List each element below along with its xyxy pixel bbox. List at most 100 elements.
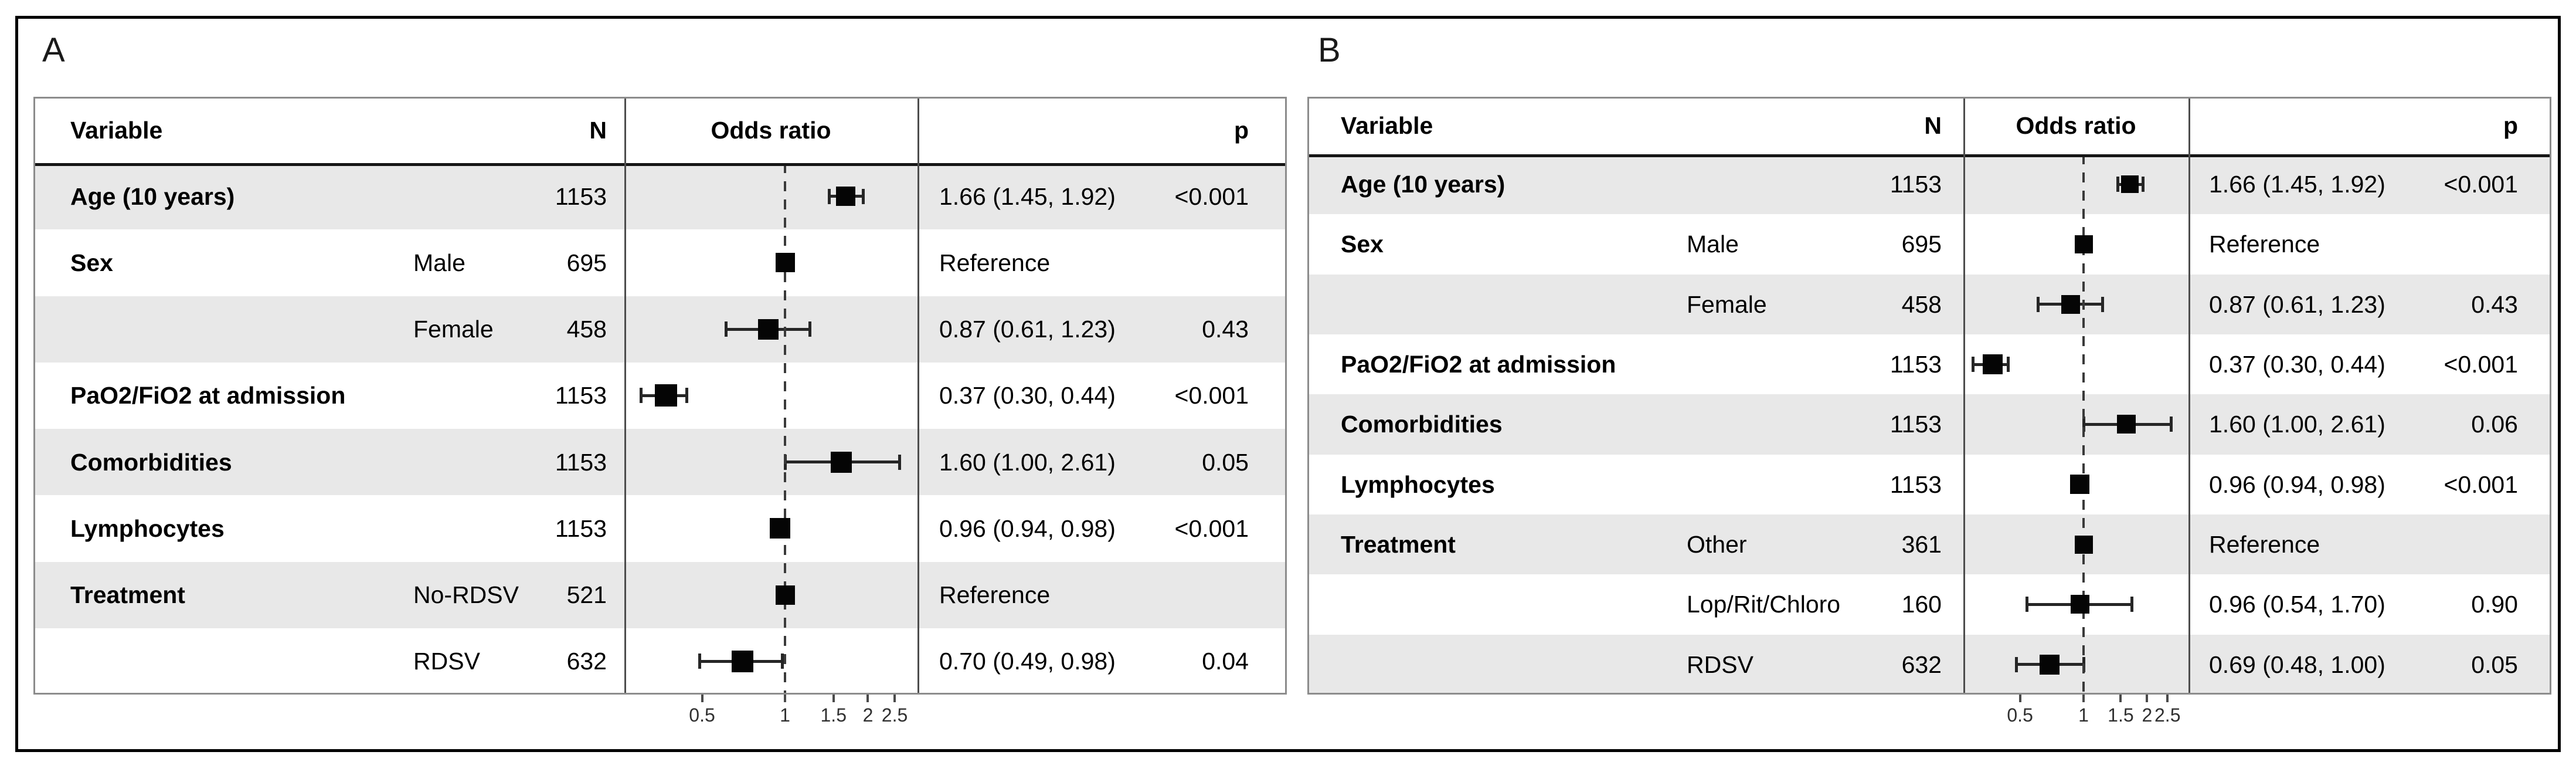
panel-b-n-value: 632 xyxy=(1901,651,1942,678)
panel-b-p-value: 0.90 xyxy=(2471,591,2518,618)
panel-a-level-label: Male xyxy=(413,249,465,276)
panel-b-variable-label: Lymphocytes xyxy=(1341,470,1495,498)
panel-b-odds-ratio-marker xyxy=(1982,354,2003,375)
panel-a-table-row xyxy=(35,628,1286,695)
panel-b-table-row xyxy=(1309,394,2550,455)
panel-a-axis-tick-label: 2 xyxy=(862,705,874,726)
panel-b-odds-ratio-marker xyxy=(2039,654,2060,675)
panel-a-odds-ratio-marker xyxy=(731,650,753,672)
panel-b-reference-dashed-line xyxy=(2082,154,2085,695)
panel-b-level-label: Male xyxy=(1687,231,1739,258)
panel-a-p-value: <0.001 xyxy=(1174,382,1249,409)
panel-a-p-value: 0.43 xyxy=(1202,316,1249,343)
panel-b-n-value: 695 xyxy=(1901,231,1942,258)
panel-a-odds-ratio-marker xyxy=(830,451,852,473)
panel-b-n-value: 458 xyxy=(1901,290,1942,318)
panel-a-axis-tick xyxy=(866,695,869,702)
panel-b-n-value: 1153 xyxy=(1889,470,1942,498)
panel-b-ci-cap-high xyxy=(2130,597,2134,612)
panel-b-label: B xyxy=(1318,31,1341,69)
panel-b-estimate-label: 0.37 (0.30, 0.44) xyxy=(2209,351,2385,378)
panel-b-variable-label: Age (10 years) xyxy=(1341,171,1506,198)
panel-a-variable-label: Comorbidities xyxy=(70,448,232,476)
panel-b-estimate-label: 0.69 (0.48, 1.00) xyxy=(2209,651,2385,678)
panel-a-axis-tick-label: 1 xyxy=(780,705,790,726)
panel-b-column-divider-1 xyxy=(1963,97,1965,695)
panel-a-label: A xyxy=(42,31,65,69)
panel-a-axis-tick xyxy=(893,695,896,702)
panel-b-column-divider-2 xyxy=(2188,97,2190,695)
panel-b-header-n: N xyxy=(1924,112,1942,139)
panel-b-estimate-label: 0.96 (0.94, 0.98) xyxy=(2209,470,2385,498)
panel-a-n-value: 521 xyxy=(566,581,607,609)
panel-b-estimate-label: 1.66 (1.45, 1.92) xyxy=(2209,171,2385,198)
panel-a-header-variable: Variable xyxy=(70,117,163,144)
panel-a-variable-label: Age (10 years) xyxy=(70,182,235,210)
panel-b-header-p: p xyxy=(2503,112,2518,139)
panel-a-estimate-label: 1.66 (1.45, 1.92) xyxy=(939,182,1116,210)
panel-a-estimate-label: Reference xyxy=(939,249,1051,276)
panel-a-variable-label: Treatment xyxy=(70,581,185,609)
panel-b-ci-cap-low xyxy=(1972,357,1975,373)
panel-a-column-divider-2 xyxy=(917,97,919,695)
panel-b-n-value: 160 xyxy=(1901,591,1942,618)
panel-a-ci-cap-low xyxy=(828,188,831,204)
panel-a-odds-ratio-marker xyxy=(758,319,779,340)
panel-b-p-value: 0.43 xyxy=(2471,290,2518,318)
panel-b-variable-label: Treatment xyxy=(1341,531,1456,558)
panel-a-variable-label: Lymphocytes xyxy=(70,514,225,542)
panel-a-n-value: 695 xyxy=(566,249,607,276)
panel-b-table-row xyxy=(1309,514,2550,575)
panel-b-variable-label: PaO2/FiO2 at admission xyxy=(1341,351,1616,378)
panel-a-n-value: 1153 xyxy=(555,448,607,476)
panel-b-n-value: 1153 xyxy=(1889,411,1942,438)
panel-b-odds-ratio-marker xyxy=(2061,294,2081,314)
panel-b-n-value: 1153 xyxy=(1889,351,1942,378)
panel-b-level-label: Lop/Rit/Chloro xyxy=(1687,591,1841,618)
panel-b-table-row xyxy=(1309,454,2550,514)
panel-b-estimate-label: 0.96 (0.54, 1.70) xyxy=(2209,591,2385,618)
panel-a-n-value: 458 xyxy=(566,316,607,343)
panel-b-variable-label: Sex xyxy=(1341,231,1384,258)
panel-a-n-value: 632 xyxy=(566,648,607,675)
panel-a-header-p: p xyxy=(1233,117,1249,144)
panel-a-axis-tick xyxy=(701,695,704,702)
panel-b-axis-tick xyxy=(2166,695,2169,702)
panel-b-p-value: 0.05 xyxy=(2471,651,2518,678)
panel-a-ci-cap-low xyxy=(698,654,701,669)
panel-a-table-row xyxy=(35,561,1286,628)
panel-b-table-row xyxy=(1309,634,2550,695)
panel-a-variable-label: PaO2/FiO2 at admission xyxy=(70,382,346,409)
panel-b-table-row xyxy=(1309,154,2550,215)
panel-b-p-value: <0.001 xyxy=(2444,351,2518,378)
panel-a-ci-cap-high xyxy=(685,388,688,404)
panel-a-table-row xyxy=(35,429,1286,496)
panel-a-axis-tick-label: 2.5 xyxy=(881,705,908,726)
panel-a-ci-cap-high xyxy=(781,654,784,669)
panel-a-table-row xyxy=(35,163,1286,230)
panel-a-estimate-label: 0.37 (0.30, 0.44) xyxy=(939,382,1116,409)
panel-b-p-value: <0.001 xyxy=(2444,171,2518,198)
panel-a-level-label: RDSV xyxy=(413,648,480,675)
panel-a-table-row xyxy=(35,229,1286,296)
panel-b-level-label: Other xyxy=(1687,531,1747,558)
panel-b-odds-ratio-marker xyxy=(2070,595,2089,614)
panel-a-p-value: <0.001 xyxy=(1174,182,1249,210)
panel-b-axis-tick-label: 2.5 xyxy=(2154,705,2181,726)
panel-a-ci-cap-high xyxy=(808,321,811,337)
panel-a-estimate-label: 0.87 (0.61, 1.23) xyxy=(939,316,1116,343)
panel-b-odds-ratio-marker xyxy=(2074,535,2093,554)
panel-a-column-divider-1 xyxy=(624,97,626,695)
panel-a-axis-tick xyxy=(832,695,835,702)
panel-a-level-label: No-RDSV xyxy=(413,581,519,609)
panel-a-odds-ratio-marker xyxy=(655,384,678,407)
panel-b-variable-label: Comorbidities xyxy=(1341,411,1503,438)
panel-b-odds-ratio-marker xyxy=(2121,175,2139,194)
panel-b-odds-ratio-marker xyxy=(2070,475,2090,495)
panel-b-estimate-label: 1.60 (1.00, 2.61) xyxy=(2209,411,2385,438)
panel-a-estimate-label: 0.70 (0.49, 0.98) xyxy=(939,648,1116,675)
panel-a-estimate-label: Reference xyxy=(939,581,1051,609)
panel-a-p-value: 0.04 xyxy=(1202,648,1249,675)
panel-a-ci-cap-high xyxy=(898,454,902,470)
panel-a-n-value: 1153 xyxy=(555,514,607,542)
